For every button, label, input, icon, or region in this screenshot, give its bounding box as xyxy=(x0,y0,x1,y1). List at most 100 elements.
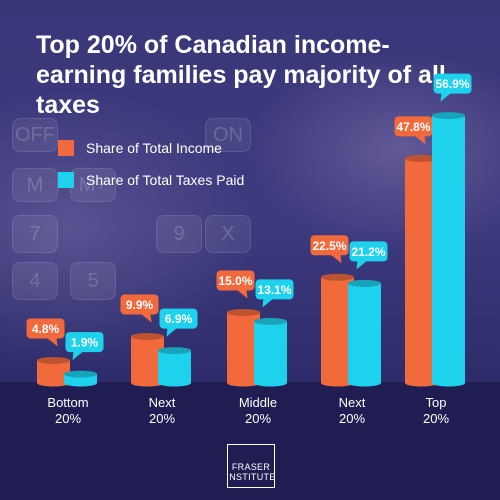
legend-swatch-income xyxy=(58,140,74,156)
bar-base-cap xyxy=(158,379,191,387)
calculator-key: M xyxy=(12,168,58,202)
data-label-taxes: 56.9% xyxy=(433,73,472,102)
chart-title: Top 20% of Canadian income-earning famil… xyxy=(36,31,446,119)
x-tick-label-line: 20% xyxy=(54,411,82,426)
data-label-taxes: 6.9% xyxy=(159,308,198,337)
label-bubble xyxy=(216,270,255,291)
calculator-key: M+ xyxy=(70,168,116,202)
label-bubble xyxy=(65,332,104,353)
legend-label-taxes: Share of Total Taxes Paid xyxy=(86,172,245,188)
data-label-taxes: 21.2% xyxy=(349,241,388,270)
bar-top-cap xyxy=(321,273,354,281)
label-bubble xyxy=(120,294,159,315)
bar-base-cap xyxy=(64,379,97,387)
bar-income xyxy=(37,356,70,387)
calculator-key: ON xyxy=(205,118,251,152)
calculator-key: 5 xyxy=(70,262,116,300)
label-tail xyxy=(330,254,342,264)
bar-top-cap xyxy=(227,309,260,316)
bar-top-cap xyxy=(64,370,97,378)
chart-baseline-band xyxy=(0,382,500,500)
x-tick-label-line: Middle xyxy=(238,395,278,410)
calculator-key: 7 xyxy=(12,215,58,253)
label-tail xyxy=(140,313,152,323)
x-tick-label-line: 20% xyxy=(244,411,272,426)
data-label-income: 15.0% xyxy=(216,270,255,299)
label-tail xyxy=(166,327,178,337)
bar-base-cap xyxy=(37,379,70,387)
bar-top-cap xyxy=(37,356,70,364)
bar-top-cap xyxy=(131,332,164,340)
x-tick-label-line: Next xyxy=(338,395,366,410)
bar-base-cap xyxy=(405,379,438,387)
x-tick-label-line: Top xyxy=(425,395,447,410)
calculator-key: OFF xyxy=(12,118,58,152)
label-tail xyxy=(440,92,452,102)
bar-body xyxy=(158,350,191,383)
bar-body xyxy=(64,374,97,383)
label-bubble xyxy=(349,241,388,262)
legend-label-income: Share of Total Income xyxy=(86,140,222,156)
bar-top-cap xyxy=(348,279,381,287)
data-label-text: 56.9% xyxy=(435,77,469,91)
calculator-key: 9 xyxy=(156,215,202,253)
label-tail xyxy=(356,260,368,270)
data-label-text: 4.8% xyxy=(32,322,60,336)
data-label-income: 4.8% xyxy=(26,318,65,347)
data-label-text: 22.5% xyxy=(312,239,346,253)
calculator-key: 4 xyxy=(12,262,58,300)
x-tick-label-line: Next xyxy=(148,395,176,410)
data-label-text: 15.0% xyxy=(218,274,252,288)
x-tick-label-line: Bottom xyxy=(47,395,89,410)
data-label-taxes: 1.9% xyxy=(65,332,104,361)
data-label-text: 6.9% xyxy=(165,312,193,326)
bar-taxes xyxy=(348,279,381,387)
x-tick-label: Middle 20% xyxy=(218,395,298,427)
bar-base-cap xyxy=(254,379,287,387)
label-tail xyxy=(414,135,426,145)
label-tail xyxy=(236,289,248,299)
x-tick-label: Top 20% xyxy=(396,395,476,427)
bar-body xyxy=(348,283,381,383)
bar-taxes xyxy=(64,370,97,387)
bar-top-cap xyxy=(158,347,191,355)
calculator-key: X xyxy=(205,215,251,253)
data-label-text: 13.1% xyxy=(257,283,291,297)
x-tick-label-line: 20% xyxy=(338,411,366,426)
fraser-institute-logo: FRASER INSTITUTE xyxy=(226,444,276,488)
bar-base-cap xyxy=(432,379,465,387)
legend-swatch-taxes xyxy=(58,172,74,188)
x-tick-label-line: 20% xyxy=(148,411,176,426)
x-tick-label: Next 20% xyxy=(312,395,392,427)
label-tail xyxy=(262,298,274,308)
label-bubble xyxy=(159,308,198,329)
data-label-text: 1.9% xyxy=(71,336,99,350)
legend: Share of Total Income Share of Total Tax… xyxy=(58,137,244,201)
bar-taxes xyxy=(158,347,191,387)
data-label-text: 47.8% xyxy=(396,120,430,134)
bar-body xyxy=(254,321,287,383)
bar-top-cap xyxy=(254,317,287,325)
logo-line-1: FRASER xyxy=(231,462,271,472)
label-bubble xyxy=(394,116,433,137)
data-label-text: 21.2% xyxy=(351,245,385,259)
logo-line-2: INSTITUTE xyxy=(226,472,276,482)
data-label-taxes: 13.1% xyxy=(255,279,294,308)
bar-base-cap xyxy=(348,379,381,387)
label-tail xyxy=(46,337,58,347)
label-bubble xyxy=(26,318,65,339)
bar-top-cap xyxy=(432,112,465,120)
bar-taxes xyxy=(254,317,287,387)
x-tick-label-line: 20% xyxy=(422,411,450,426)
bar-base-cap xyxy=(227,379,260,387)
label-tail xyxy=(72,351,84,361)
bar-top-cap xyxy=(405,154,438,162)
x-tick-label: Next 20% xyxy=(122,395,202,427)
data-label-income: 9.9% xyxy=(120,294,159,323)
legend-item-taxes: Share of Total Taxes Paid xyxy=(58,169,244,191)
legend-item-income: Share of Total Income xyxy=(58,137,244,159)
x-tick-label: Bottom 20% xyxy=(28,395,108,427)
label-bubble xyxy=(433,73,472,94)
bar-base-cap xyxy=(321,379,354,387)
